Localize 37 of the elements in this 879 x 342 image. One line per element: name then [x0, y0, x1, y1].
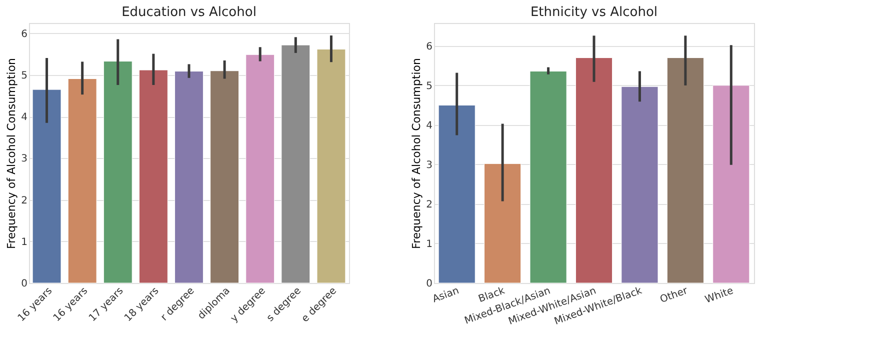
bar: [438, 104, 476, 284]
bar: [281, 44, 310, 284]
bar: [530, 70, 567, 284]
chart-title: Education vs Alcohol: [122, 5, 256, 20]
y-tick-label: 4: [426, 120, 432, 132]
bar: [138, 70, 168, 284]
y-axis-title: Frequency of Alcohol Consumption: [5, 58, 18, 249]
bar: [666, 58, 704, 284]
y-tick-label: 3: [21, 154, 28, 165]
y-tick-label: 5: [426, 80, 432, 92]
y-tick-label: 6: [426, 41, 432, 52]
bar: [575, 58, 613, 284]
bar: [68, 78, 97, 284]
bar: [246, 54, 275, 284]
chart-title: Ethnicity vs Alcohol: [530, 5, 658, 20]
bar: [174, 71, 204, 284]
x-tick-label: Other: [658, 285, 690, 306]
y-tick-label: 0: [21, 278, 28, 290]
y-tick-label: 0: [426, 278, 432, 290]
bar: [32, 89, 62, 284]
bar: [621, 86, 658, 284]
y-tick-label: 6: [21, 28, 28, 40]
y-tick-label: 4: [21, 112, 28, 124]
bar: [484, 163, 522, 284]
y-tick-label: 2: [426, 199, 432, 210]
bar: [712, 85, 750, 284]
bar: [210, 70, 240, 284]
bar: [103, 61, 132, 284]
y-axis-title: Frequency of Alcohol Consumption: [410, 58, 424, 249]
y-tick-label: 1: [21, 236, 28, 248]
bar: [316, 48, 346, 284]
x-tick-label: Asian: [431, 286, 461, 306]
y-tick-label: 1: [426, 238, 432, 250]
x-tick-label: White: [704, 286, 735, 306]
y-tick-label: 2: [21, 195, 28, 206]
y-tick-label: 3: [426, 160, 432, 171]
y-tick-label: 5: [21, 70, 28, 82]
